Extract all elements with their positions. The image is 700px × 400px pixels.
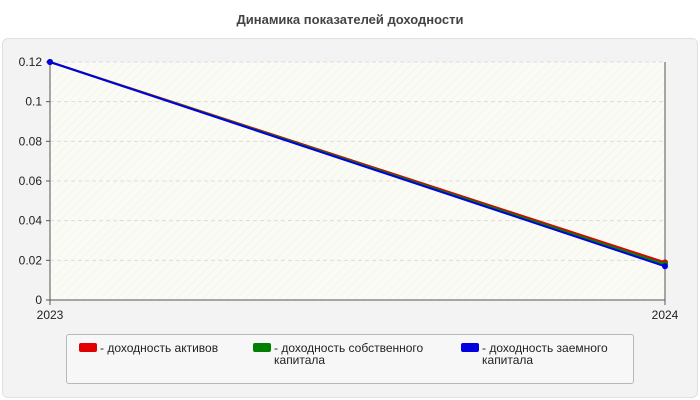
y-tick-label: 0 [35,293,42,307]
x-tick-labels: 2023 2024 [37,300,679,322]
y-tick-label: 0.12 [19,55,43,69]
legend: - доходность активов - доходность собств… [66,334,634,384]
y-tick-labels: 0 0.02 0.04 0.06 0.08 0.1 0.12 [19,55,50,307]
legend-swatch-red [79,343,97,352]
y-tick-label: 0.02 [19,253,43,267]
legend-label: - доходность активов [100,341,219,355]
legend-label: - доходность собственного капитала [274,341,424,367]
grid-lines [50,61,665,261]
data-point [662,263,668,270]
y-tick-label: 0.08 [19,134,43,148]
y-tick-label: 0.1 [25,95,42,109]
x-tick-label: 2024 [652,308,679,322]
y-tick-label: 0.04 [19,214,43,228]
series-line-2 [49,61,666,268]
legend-swatch-green [253,343,271,352]
legend-swatch-blue [461,343,479,352]
data-point [47,59,53,65]
chart-title: Динамика показателей доходности [236,12,464,27]
legend-label: - доходность заемного капитала [482,341,608,367]
x-tick-label: 2023 [37,308,64,322]
series-lines [47,59,668,270]
y-tick-label: 0.06 [19,174,43,188]
